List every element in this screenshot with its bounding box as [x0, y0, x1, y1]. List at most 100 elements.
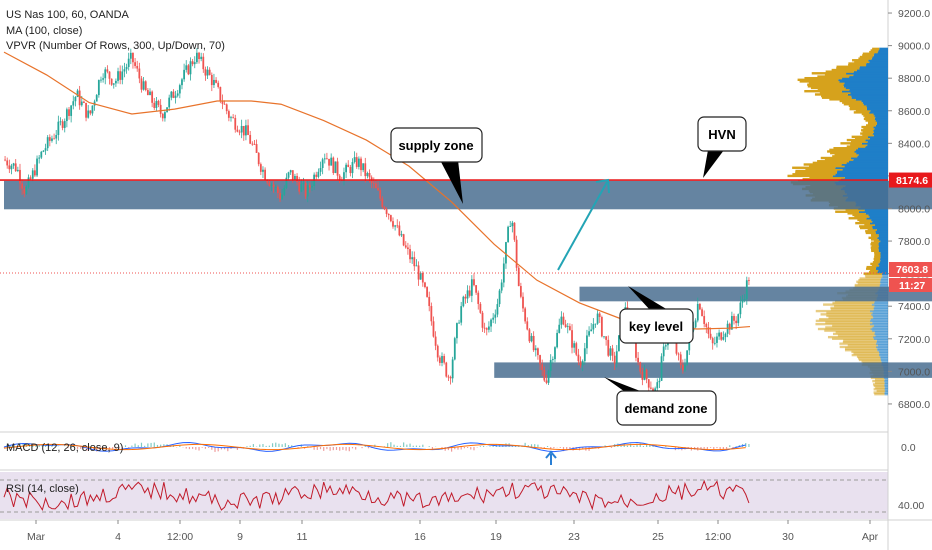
- vpvr-bar-down: [819, 318, 871, 321]
- callout-supply-zone: supply zone: [390, 127, 483, 204]
- candle-body: [34, 170, 36, 176]
- candle-body: [641, 371, 644, 380]
- candle-body: [106, 69, 109, 72]
- vpvr-bar-down: [873, 239, 881, 243]
- vpvr-bar-down: [875, 386, 885, 389]
- vpvr-bar-up: [873, 125, 888, 129]
- vpvr-bar-down: [863, 117, 875, 121]
- candle-body: [8, 165, 11, 170]
- candle-body: [611, 348, 614, 356]
- zones-layer: [4, 180, 932, 378]
- candle-body: [607, 339, 610, 356]
- vpvr-bar-up: [880, 282, 888, 285]
- time-axis[interactable]: Mar 4 12:00 9 11 16 19 23 25 12:00 30 Apr: [27, 520, 879, 543]
- macd-hist-bar: [134, 443, 136, 447]
- candle-body: [357, 158, 360, 167]
- macd-hist-bar: [35, 445, 37, 447]
- macd-hist-bar: [287, 445, 290, 447]
- vpvr-bar-down: [832, 337, 875, 340]
- price-tick-label: 7400.0: [898, 301, 930, 313]
- vpvr-bar-up: [875, 342, 888, 345]
- vpvr-bar-up: [865, 138, 888, 142]
- candle-body: [594, 323, 597, 325]
- candle-body: [174, 95, 177, 98]
- candle-body: [372, 182, 375, 184]
- candle-body: [586, 335, 588, 349]
- macd-hist-bar: [415, 445, 418, 447]
- vpvr-bar-down: [873, 391, 885, 394]
- candle-body: [287, 172, 290, 178]
- macd-hist-bar: [383, 446, 386, 447]
- supply-zone-label: supply zone: [398, 138, 473, 153]
- vpvr-bar-up: [871, 218, 888, 222]
- macd-hist-bar: [396, 445, 398, 447]
- candle-body: [172, 91, 175, 98]
- vpvr-bar-up: [861, 142, 888, 145]
- vpvr-bar-down: [831, 68, 858, 72]
- time-tick-label: 9: [237, 531, 243, 543]
- vpvr-bar-down: [865, 275, 883, 279]
- vpvr-bar-up: [880, 239, 888, 243]
- vpvr-bar-down: [870, 49, 879, 52]
- vpvr-bar-down: [863, 127, 875, 130]
- vpvr-bar-down: [853, 352, 880, 355]
- vpvr-bar-up: [850, 91, 888, 95]
- price-axis[interactable]: 6800.07000.07200.07400.07600.07800.08000…: [888, 8, 930, 411]
- vpvr-bar-up: [879, 261, 888, 264]
- vpvr-bar-up: [856, 151, 888, 155]
- vpvr-bar-down: [870, 248, 879, 251]
- candle-body: [240, 125, 243, 133]
- candle-body: [159, 104, 162, 114]
- vpvr-bar-down: [858, 278, 881, 282]
- candle-body: [36, 158, 38, 176]
- time-tick-label: 11: [297, 531, 308, 543]
- vpvr-bar-up: [872, 220, 888, 223]
- macd-hist-bar: [278, 443, 280, 447]
- macd-hist-bar: [355, 447, 357, 450]
- vpvr-bar-up: [878, 238, 888, 241]
- vpvr-bar-down: [792, 166, 836, 169]
- macd-hist-bar: [527, 445, 529, 447]
- candle-body: [127, 58, 130, 67]
- vpvr-bar-up: [869, 309, 888, 313]
- candle-body: [577, 354, 580, 362]
- candle-body: [104, 69, 107, 79]
- vpvr-bar-down: [821, 94, 852, 98]
- vpvr-bar-down: [830, 308, 874, 311]
- vpvr-bar-up: [859, 67, 888, 70]
- candle-body: [404, 245, 407, 248]
- macd-hist-bar: [70, 446, 72, 447]
- vpvr-bar-down: [827, 335, 873, 339]
- macd-hist-bar: [307, 446, 309, 447]
- candle-body: [193, 62, 196, 65]
- candle-body: [571, 330, 573, 348]
- macd-hist-bar: [703, 447, 705, 449]
- candle-body: [208, 69, 211, 75]
- macd-hist-bar: [428, 446, 430, 447]
- candle-body: [415, 265, 418, 267]
- candle-body: [581, 361, 584, 366]
- vpvr-bar-down: [817, 327, 871, 331]
- macd-hist-bar: [319, 447, 322, 450]
- vpvr-bar-down: [873, 259, 881, 262]
- candle-body: [321, 159, 324, 169]
- vpvr-bar-down: [857, 218, 872, 222]
- candle-body: [19, 169, 21, 184]
- vpvr-bar-up: [880, 355, 888, 358]
- vpvr-bar-up: [859, 65, 888, 68]
- macd-hist-bar: [633, 445, 635, 447]
- vpvr-bar-down: [805, 168, 843, 171]
- macd-hist-bar: [732, 447, 734, 448]
- macd-hist-bar: [399, 445, 402, 447]
- candle-body: [31, 170, 34, 179]
- vpvr-bar-down: [834, 305, 875, 308]
- candle-body: [360, 158, 362, 171]
- candle-body: [296, 175, 298, 182]
- macd-hist-bar: [41, 444, 43, 447]
- macd-hist-bar: [236, 447, 238, 450]
- macd-hist-bar: [409, 443, 411, 447]
- vpvr-bar-up: [858, 153, 888, 156]
- vpvr-bar-down: [850, 143, 868, 147]
- candle-body: [326, 158, 328, 160]
- candle-body: [530, 335, 533, 342]
